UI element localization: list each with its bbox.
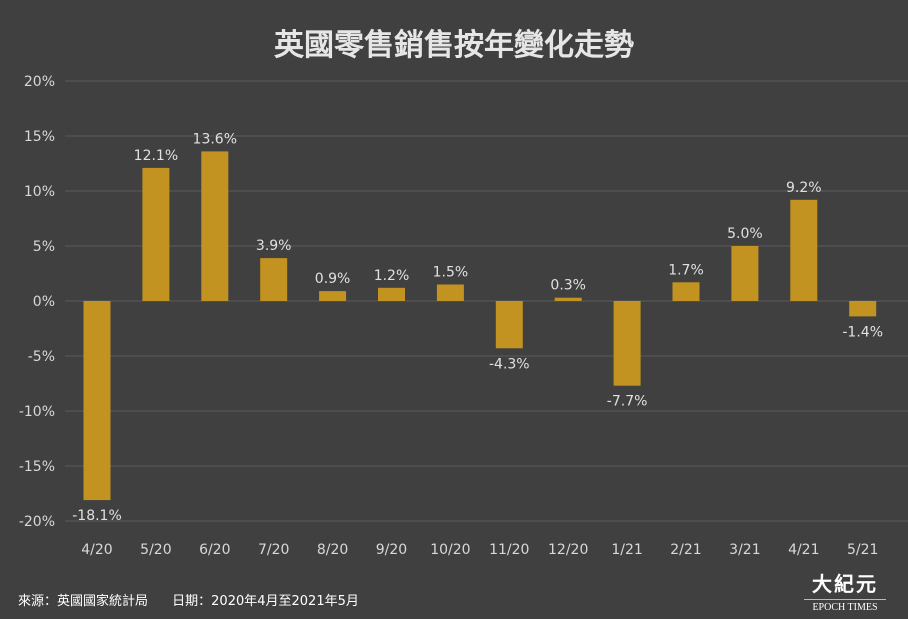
x-tick-label: 8/20 [317,542,348,558]
y-tick-label: 15% [24,129,55,145]
bar [554,297,582,301]
y-tick-label: -10% [19,404,55,420]
x-tick-label: 2/21 [670,542,701,558]
bar [436,284,464,301]
source-note: 來源：英國國家統計局 [18,594,149,609]
data-label: 0.3% [550,278,586,294]
date-note: 日期：2020年4月至2021年5月 [172,594,359,609]
data-label: -1.4% [842,324,883,340]
bar [319,291,347,301]
y-tick-label: 5% [33,239,55,255]
x-tick-label: 3/21 [729,542,760,558]
data-label: -18.1% [72,508,122,524]
bar [83,301,111,501]
bar [790,199,818,301]
x-tick-label: 7/20 [258,542,289,558]
data-label: 9.2% [786,180,822,196]
data-label: 5.0% [727,226,763,242]
x-tick-label: 1/21 [611,542,642,558]
x-tick-label: 9/20 [376,542,407,558]
data-label: -7.7% [607,394,648,410]
data-label: 1.2% [374,268,410,284]
x-tick-label: 4/20 [81,542,112,558]
bar [201,151,229,301]
y-tick-label: 10% [24,184,55,200]
x-tick-label: 12/20 [548,542,588,558]
data-label: 1.5% [433,265,469,281]
x-tick-label: 4/21 [788,542,819,558]
bar [260,258,288,301]
y-tick-label: -20% [19,514,55,530]
x-tick-label: 11/20 [489,542,529,558]
bar [849,301,877,317]
data-label: -4.3% [489,356,530,372]
bar [672,282,700,301]
logo-divider [804,599,886,600]
bar [495,301,523,349]
x-tick-label: 5/21 [847,542,878,558]
data-label: 3.9% [256,238,292,254]
x-tick-label: 10/20 [430,542,470,558]
data-label: 0.9% [315,271,351,287]
logo-cn: 大紀元 [812,572,878,596]
chart-title: 英國零售銷售按年變化走勢 [274,28,634,63]
epoch-times-logo: 大紀元 EPOCH TIMES [800,568,890,613]
y-tick-label: -5% [28,349,55,365]
x-tick-label: 5/20 [140,542,171,558]
y-tick-label: 20% [24,74,55,90]
data-label: 13.6% [193,131,237,147]
data-label: 1.7% [668,262,704,278]
bar [142,167,170,301]
data-label: 12.1% [134,148,178,164]
bar [731,246,759,301]
y-tick-label: 0% [33,294,55,310]
footer: 來源：英國國家統計局 日期：2020年4月至2021年5月 [18,590,379,609]
x-tick-label: 6/20 [199,542,230,558]
bar [613,301,641,386]
logo-en: EPOCH TIMES [812,602,878,613]
y-tick-label: -15% [19,459,55,475]
bar [378,287,405,301]
